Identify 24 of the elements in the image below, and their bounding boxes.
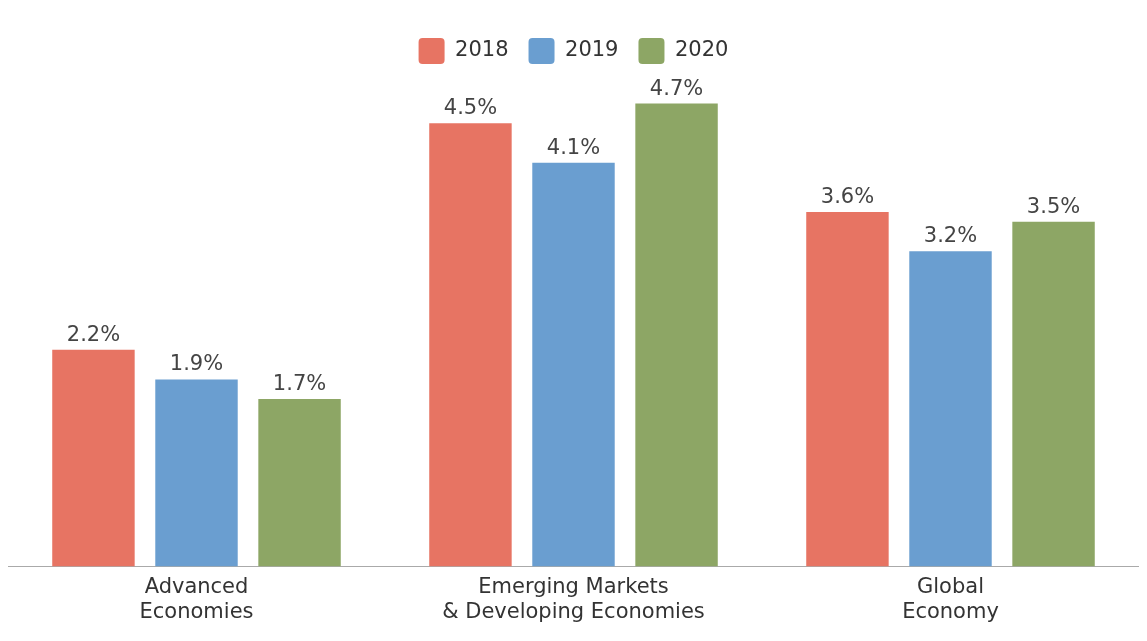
bar: [635, 103, 718, 567]
x-tick-label: Global Economy: [902, 573, 999, 623]
data-label: 4.5%: [443, 95, 498, 120]
data-label: 1.9%: [169, 351, 224, 376]
data-label: 3.6%: [820, 183, 875, 208]
x-tick-label: Advanced Economies: [139, 573, 254, 623]
data-label: 2.2%: [66, 321, 121, 346]
data-label: 4.7%: [649, 75, 704, 100]
data-label: 3.5%: [1026, 193, 1081, 218]
legend-label: 2019: [565, 37, 619, 62]
data-label: 4.1%: [546, 134, 601, 159]
bar: [52, 349, 135, 567]
data-label: 1.7%: [272, 371, 327, 396]
bar: [1012, 221, 1095, 567]
legend-label: 2018: [455, 37, 509, 62]
bar: [806, 211, 889, 567]
bar: [258, 399, 341, 567]
bar: [532, 162, 615, 567]
bar: [429, 123, 512, 567]
data-label: 3.2%: [923, 223, 978, 248]
bar: [909, 251, 992, 567]
legend-label: 2020: [674, 37, 729, 62]
x-tick-label: Emerging Markets & Developing Economies: [442, 573, 705, 623]
bar: [155, 379, 238, 567]
